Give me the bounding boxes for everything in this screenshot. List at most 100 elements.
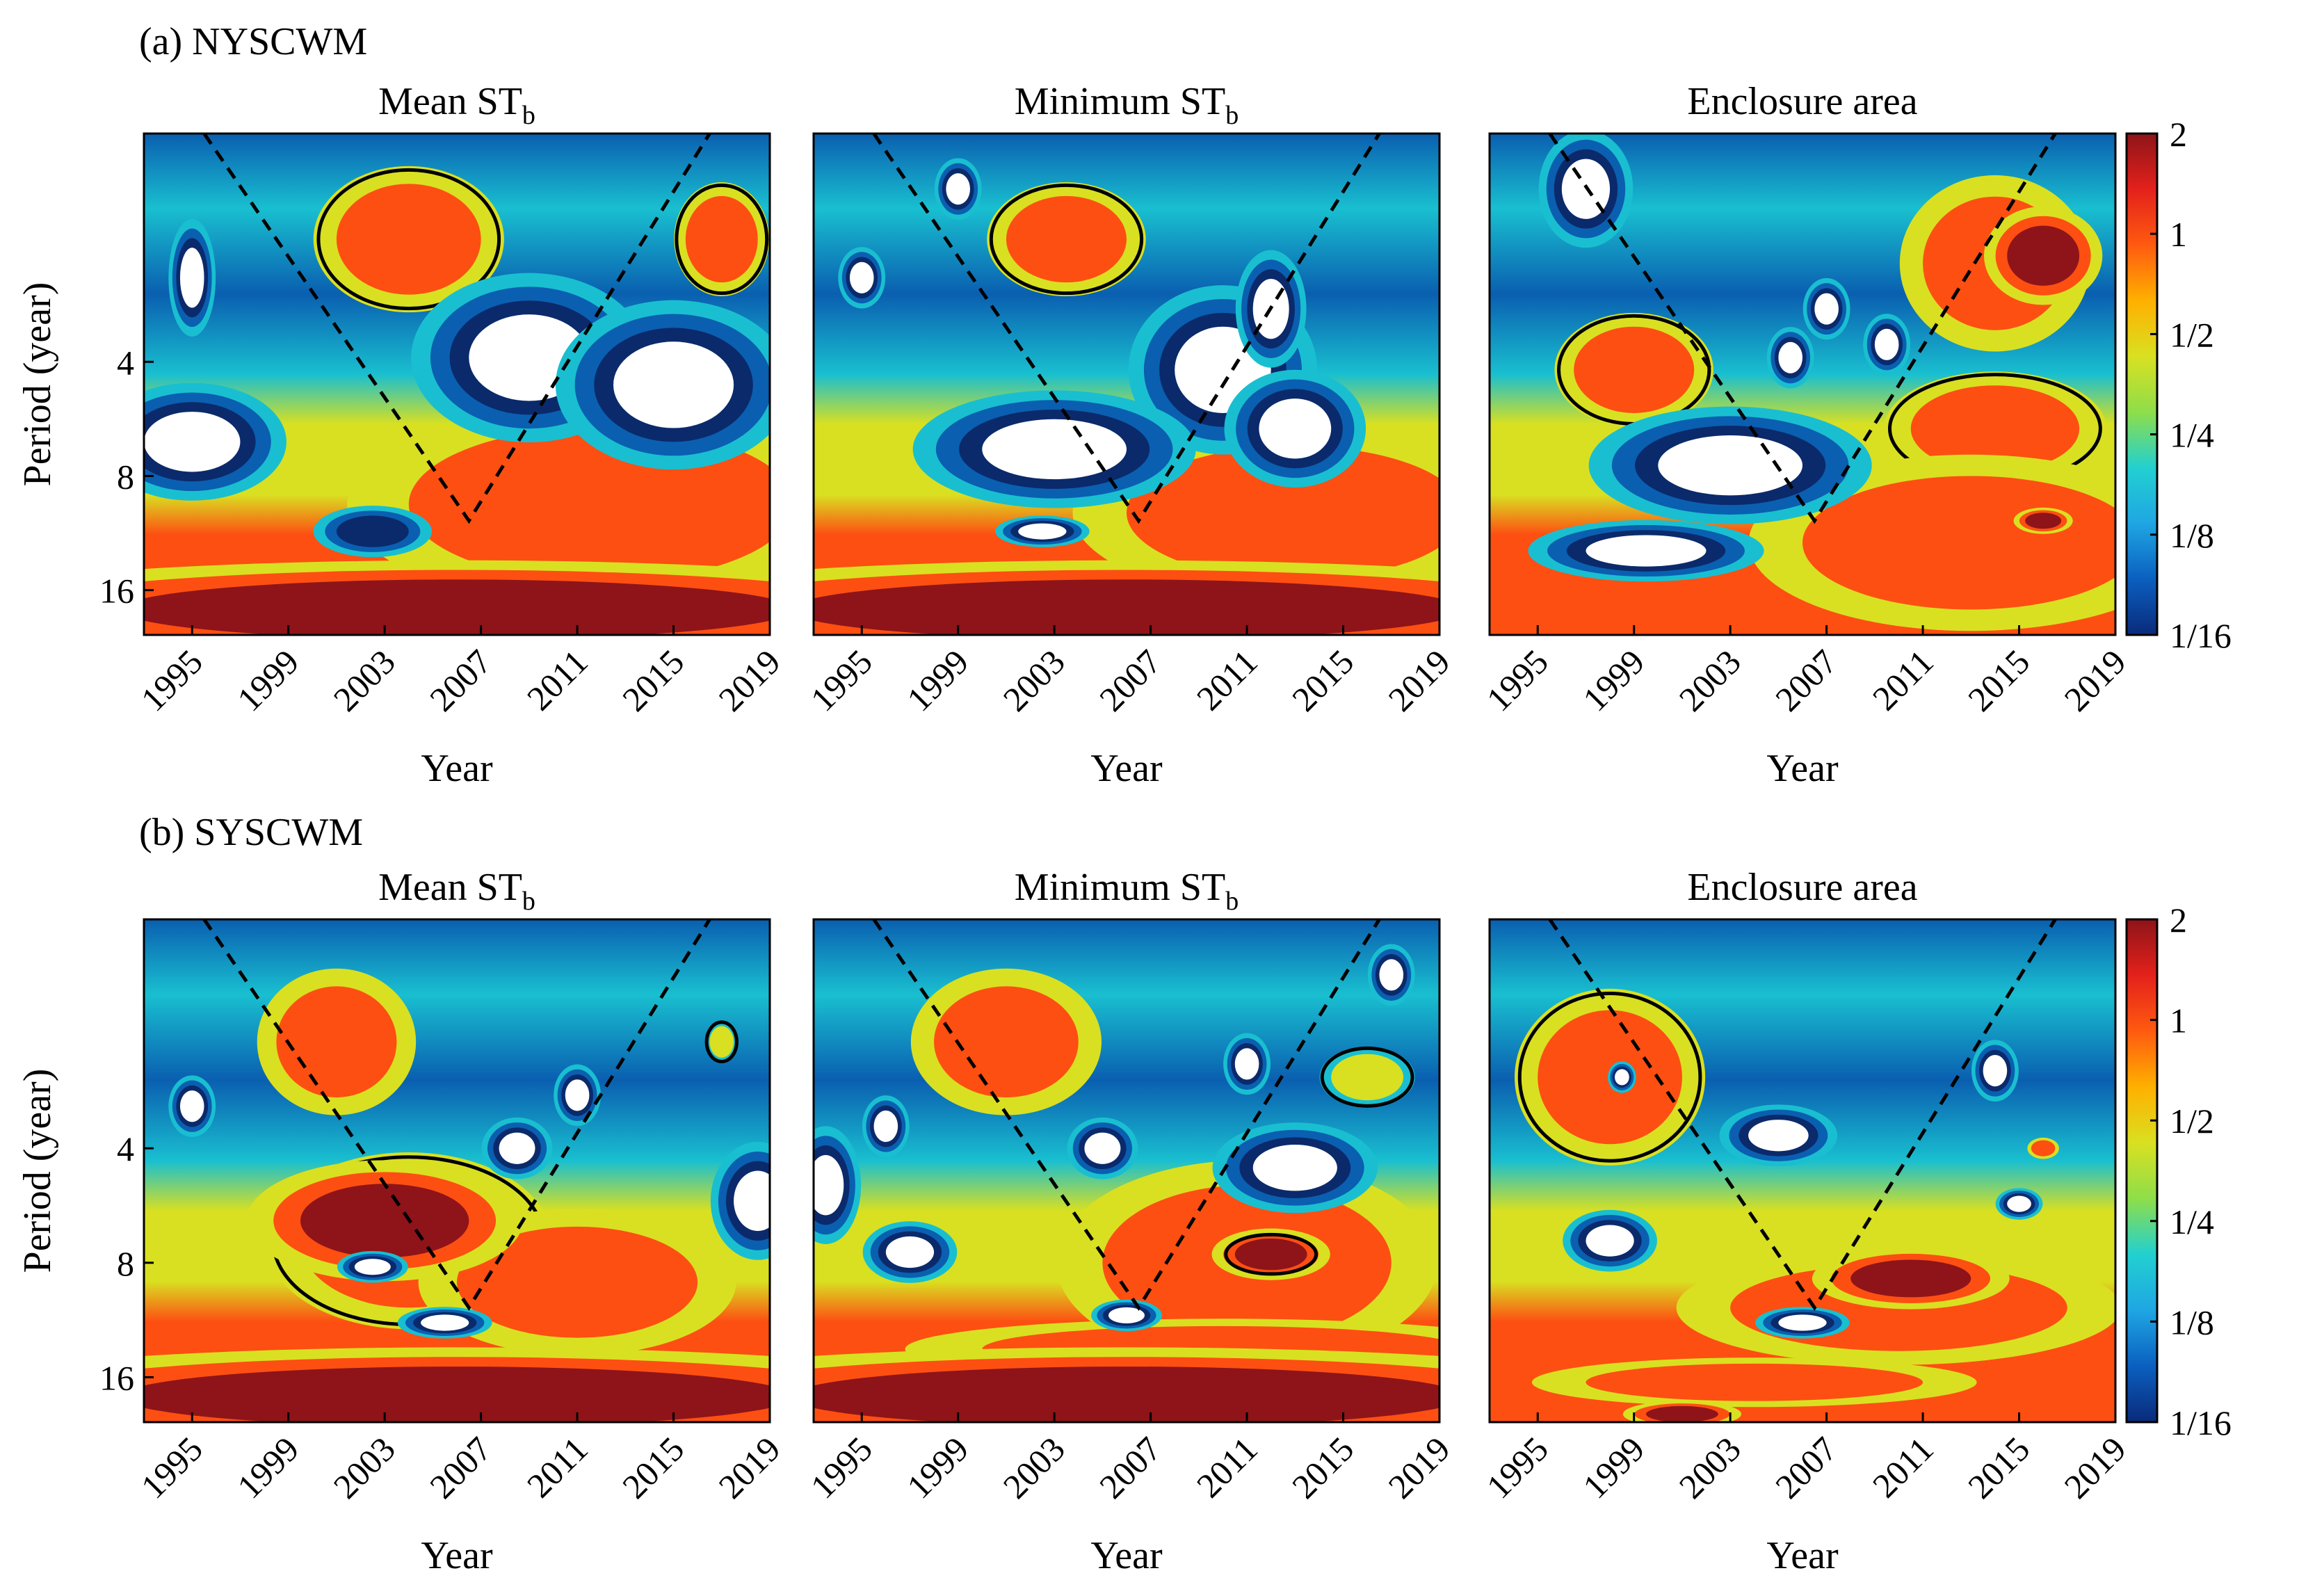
power-contour-6-3 — [814, 1154, 844, 1216]
significance-contour-3 — [1224, 1232, 1318, 1276]
x-tick-label: 2011 — [1865, 1429, 1941, 1505]
power-contour-8-2 — [336, 515, 409, 547]
power-contour-8-3 — [1586, 535, 1707, 567]
panel-title: Enclosure area — [1687, 80, 1917, 123]
x-tick-label: 2015 — [1960, 642, 2037, 718]
x-tick-label: 2019 — [711, 1429, 787, 1506]
x-tick-label: 1999 — [899, 642, 976, 718]
colorbar-tick-label: 1/16 — [2170, 1403, 2232, 1442]
power-contour-7-3 — [613, 341, 734, 428]
panel-frame — [812, 918, 1441, 1424]
significance-contour-0 — [316, 168, 501, 311]
power-contour-11-3 — [1108, 1307, 1145, 1324]
power-contour-11-3 — [2007, 1195, 2031, 1212]
panel-title: Mean STb — [378, 866, 535, 916]
wavelet-panel-6: Enclosure area 1995 1999 2003 2007 2011 2015 20… — [1479, 866, 2133, 1577]
x-tick-label: 2003 — [996, 642, 1072, 718]
x-tick-label: 2003 — [1672, 1429, 1748, 1506]
power-contour-2-1 — [1910, 385, 2080, 472]
power-contour-5-2 — [2025, 513, 2062, 529]
power-contour-10-3 — [1778, 341, 1803, 373]
power-contour-6-3 — [982, 419, 1127, 480]
x-tick-label: 2011 — [1865, 642, 1941, 718]
x-tick-label: 1999 — [229, 642, 306, 718]
x-axis-label: Year — [421, 1534, 493, 1577]
power-contour-1-1 — [685, 195, 758, 283]
power-contour-6-3 — [565, 1079, 590, 1111]
x-tick-label: 2019 — [711, 642, 787, 718]
x-tick-label: 1995 — [1479, 1429, 1556, 1506]
power-contour-9-3 — [354, 1259, 391, 1275]
power-contour-4-2 — [2007, 225, 2080, 286]
x-tick-label: 1995 — [1479, 642, 1556, 718]
power-contour-5-3 — [179, 1090, 204, 1122]
colorbar-tick-label: 1 — [2170, 215, 2187, 254]
x-tick-label: 2007 — [422, 1429, 499, 1506]
x-tick-label: 1995 — [134, 642, 210, 718]
x-tick-label: 2019 — [1380, 642, 1457, 718]
power-contour-1-1 — [1127, 446, 1439, 580]
power-contour-0-1 — [276, 986, 397, 1098]
power-contour-3-1 — [2031, 1140, 2056, 1156]
power-contour-3-2 — [144, 579, 770, 635]
colorbar-tick-label: 1/2 — [2170, 1102, 2214, 1140]
power-contour-7-3 — [1658, 435, 1802, 496]
power-contour-10-3 — [1234, 1048, 1259, 1080]
power-contour-0-1 — [1006, 195, 1127, 283]
power-contour-9-3 — [1778, 1314, 1827, 1331]
x-tick-label: 2015 — [1284, 1429, 1361, 1506]
panel-title: Enclosure area — [1687, 866, 1917, 909]
panel-title: Minimum STb — [1015, 866, 1239, 916]
x-tick-label: 2007 — [1092, 1429, 1168, 1506]
group-label-b: (b) SYSCWM — [139, 811, 363, 854]
power-contour-9-3 — [1814, 293, 1839, 325]
x-tick-label: 2007 — [1768, 1429, 1844, 1506]
power-contour-4-2 — [144, 1367, 770, 1422]
power-contour-5-3 — [144, 412, 241, 472]
y-tick-label: 8 — [117, 1244, 134, 1283]
x-tick-label: 2003 — [996, 1429, 1072, 1506]
power-contour-12-3 — [1379, 959, 1404, 991]
power-contour-3-3 — [946, 173, 970, 205]
panel-frame — [1488, 132, 2117, 636]
power-contour-0-1 — [1574, 326, 1695, 413]
y-tick-label: 8 — [117, 457, 134, 496]
x-tick-label: 2003 — [1672, 642, 1748, 718]
x-tick-label: 2003 — [326, 1429, 403, 1506]
x-tick-label: 1999 — [1575, 642, 1652, 718]
power-contour-4-2 — [814, 1367, 1439, 1422]
colorbar-tick-label: 1/16 — [2170, 616, 2232, 655]
wavelet-panel-2: Minimum STb 1995 1999 2003 2007 2011 2015 2019 Y… — [803, 80, 1458, 790]
power-contour-5-2 — [1646, 1405, 1718, 1422]
x-tick-label: 2011 — [1189, 1429, 1265, 1505]
x-tick-label: 2015 — [615, 642, 691, 718]
power-contour-9-3 — [1252, 1144, 1337, 1191]
power-contour-2-1 — [1586, 1363, 1923, 1401]
power-contour-3-2 — [300, 1184, 469, 1258]
power-contour-7-3 — [499, 1132, 535, 1164]
panel-frame — [1488, 918, 2117, 1424]
power-contour-8-3 — [734, 1170, 770, 1232]
significance-contour-11 — [704, 1020, 739, 1063]
colorbar-tick-label: 2 — [2170, 115, 2187, 154]
cone-of-influence — [1548, 919, 2057, 1311]
power-contour-13-1 — [1331, 1054, 1404, 1101]
power-contour-3-2 — [1234, 1239, 1307, 1271]
x-tick-label: 2011 — [519, 642, 595, 718]
power-contour-11-1 — [709, 1026, 734, 1058]
colorbar-scale — [2125, 132, 2159, 636]
x-tick-label: 2015 — [615, 1429, 691, 1506]
x-tick-label: 2019 — [1380, 1429, 1457, 1506]
x-tick-label: 2003 — [326, 642, 403, 718]
y-axis-label: Period (year) — [16, 282, 59, 487]
power-contour-6-3 — [1615, 1069, 1629, 1086]
panel-title: Minimum STb — [1015, 80, 1239, 130]
panel-title: Mean STb — [378, 80, 535, 130]
power-contour-2-1 — [457, 1226, 698, 1338]
x-axis-label: Year — [1090, 1534, 1163, 1577]
cone-of-influence — [1548, 134, 2057, 524]
panel-frame — [143, 132, 771, 636]
power-contour-10-3 — [421, 1314, 469, 1331]
power-contour-0-1 — [934, 986, 1079, 1098]
